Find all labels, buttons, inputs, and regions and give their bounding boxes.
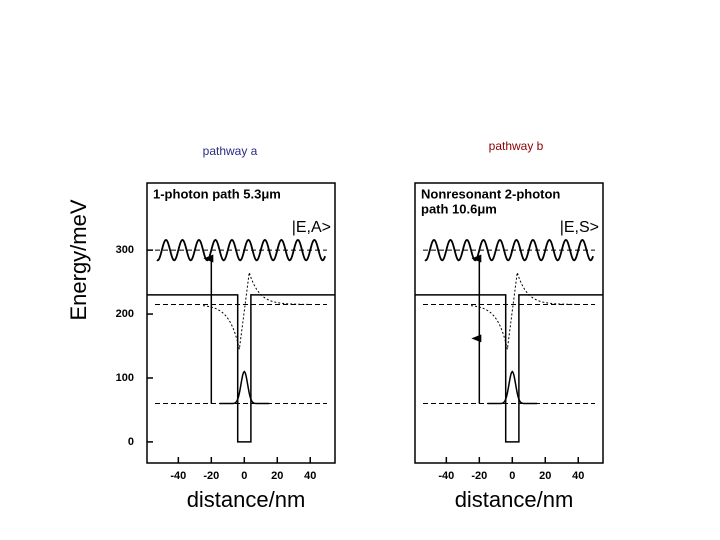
y-tick-label: 300: [116, 244, 134, 256]
state-label: |E,A>: [292, 219, 331, 236]
x-tick-label: -20: [203, 470, 219, 482]
state-label: |E,S>: [560, 219, 599, 236]
panel-annotation: Nonresonant 2-photon: [421, 186, 560, 201]
x-tick-label: 40: [304, 470, 316, 482]
bound-wavefunction: [471, 272, 579, 350]
potential-well: [147, 294, 335, 443]
x-tick-label: 20: [539, 470, 551, 482]
panel-title: pathway a: [203, 144, 258, 158]
x-tick-label: -40: [170, 470, 186, 482]
x-axis-label: distance/nm: [455, 487, 574, 512]
x-axis-label: distance/nm: [187, 487, 306, 512]
y-tick-label: 200: [116, 308, 134, 320]
x-tick-label: -40: [438, 470, 454, 482]
plot-frame: [146, 182, 336, 464]
x-tick-label: -20: [471, 470, 487, 482]
bound-wavefunction: [203, 272, 311, 350]
plot-frame: [414, 182, 604, 464]
panel-title: pathway b: [489, 139, 544, 153]
panel-annotation: 1-photon path 5.3μm: [153, 186, 281, 201]
panel-annotation: path 10.6μm: [421, 201, 497, 216]
x-tick-label: 20: [271, 470, 283, 482]
y-axis-label: Energy/meV: [66, 199, 91, 320]
continuum-wavefunction: [156, 238, 326, 262]
x-tick-label: 0: [509, 470, 515, 482]
ground-wavefunction: [487, 370, 538, 405]
ground-wavefunction: [219, 370, 270, 405]
y-tick-label: 0: [128, 436, 134, 448]
potential-well: [415, 294, 603, 443]
x-tick-label: 0: [241, 470, 247, 482]
y-tick-label: 100: [116, 372, 134, 384]
continuum-wavefunction: [424, 238, 594, 262]
x-tick-label: 40: [572, 470, 584, 482]
